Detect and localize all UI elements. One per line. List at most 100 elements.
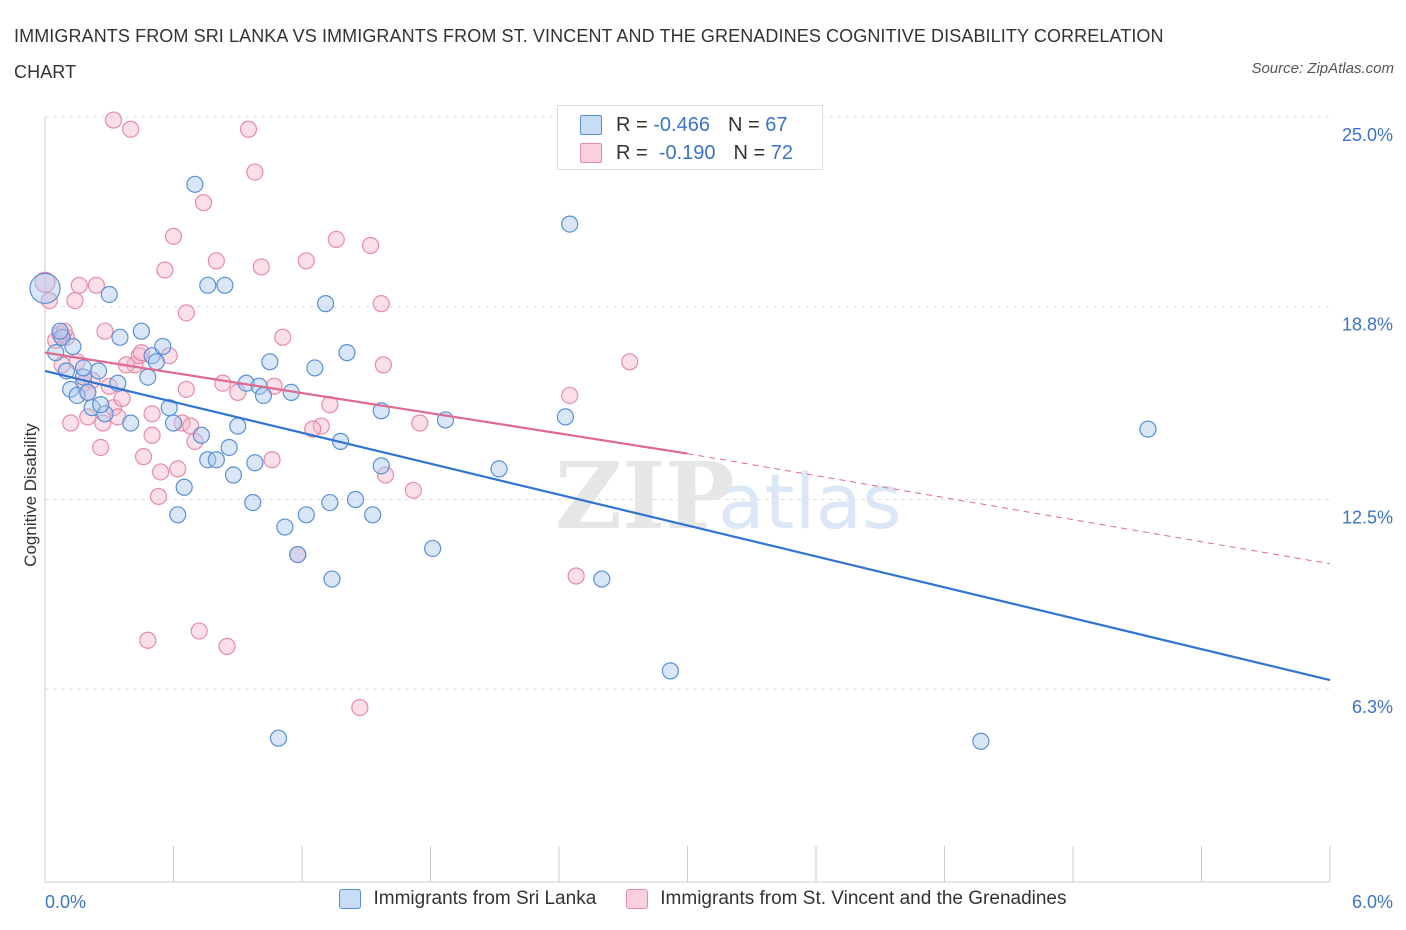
st-vincent-point	[92, 438, 110, 457]
sri-lanka-point	[593, 570, 611, 588]
gridlines	[45, 116, 1330, 690]
st-vincent-point	[327, 230, 345, 248]
st-vincent-point	[190, 622, 208, 640]
st-vincent-point	[218, 637, 236, 655]
source-label: Source: ZipAtlas.com	[1251, 60, 1394, 77]
st-vincent-point	[130, 347, 148, 365]
sri-lanka-point	[96, 405, 114, 423]
sri-lanka-point	[51, 322, 69, 340]
st-vincent-point	[561, 386, 579, 405]
st-vincent-point	[143, 405, 161, 423]
sri-lanka-point	[160, 399, 178, 417]
sri-lanka-point	[276, 518, 294, 536]
sri-lanka-point	[154, 337, 172, 356]
x-tick-label: 6.0%	[1352, 892, 1393, 912]
st-vincent-point	[214, 374, 232, 392]
sri-lanka-point	[132, 322, 150, 340]
st-vincent-point	[246, 163, 264, 181]
st-vincent-point	[87, 276, 106, 294]
sri-lanka-point	[306, 359, 324, 377]
legend-row-pink: R = -0.190 N = 72	[580, 141, 793, 165]
blue-series-points	[29, 175, 1157, 750]
sri-lanka-point	[254, 386, 273, 405]
st-vincent-point	[149, 487, 168, 506]
sri-lanka-point	[321, 493, 339, 512]
legend-item-sri-lanka: Immigrants from Sri Lanka	[339, 888, 596, 910]
sri-lanka-point	[338, 344, 356, 362]
st-vincent-point	[177, 304, 195, 322]
sri-lanka-point	[64, 337, 82, 356]
sri-lanka-point	[122, 414, 140, 432]
y-axis-label: Cognitive Disability	[21, 423, 40, 567]
st-vincent-point	[96, 322, 114, 340]
st-vincent-point	[239, 120, 258, 138]
st-vincent-point	[104, 399, 123, 417]
sri-lanka-point	[661, 662, 679, 680]
sri-lanka-point	[68, 386, 86, 405]
st-vincent-trend-line	[44, 351, 688, 455]
st-vincent-point	[274, 328, 292, 346]
st-vincent-point	[177, 380, 195, 398]
st-vincent-point	[372, 295, 390, 313]
st-vincent-point	[139, 631, 157, 649]
sri-lanka-point	[147, 353, 165, 371]
sri-lanka-point	[246, 454, 264, 472]
legend-r-label: R =	[616, 141, 654, 164]
y-tick-labels: 6.3% 12.5% 18.8% 25.0%	[1342, 125, 1393, 717]
sri-lanka-point	[424, 539, 442, 558]
chart-title: IMMIGRANTS FROM SRI LANKA VS IMMIGRANTS …	[14, 26, 1164, 82]
y-tick-label: 25.0%	[1342, 125, 1393, 145]
st-vincent-point	[132, 344, 150, 362]
sri-lanka-point	[297, 506, 315, 524]
st-vincent-point	[411, 414, 429, 432]
st-vincent-point	[34, 271, 56, 293]
sri-lanka-point	[346, 490, 365, 509]
legend-r-value: -0.466	[653, 113, 710, 136]
st-vincent-point	[66, 292, 84, 310]
legend-label-st-vincent: Immigrants from St. Vincent and the Gren…	[660, 888, 1067, 909]
legend-item-st-vincent: Immigrants from St. Vincent and the Gren…	[626, 888, 1067, 910]
legend-r-label: R =	[616, 113, 654, 136]
st-vincent-point	[207, 252, 225, 270]
st-vincent-point	[70, 276, 88, 294]
sri-lanka-point	[561, 215, 579, 233]
st-vincent-point	[186, 432, 204, 450]
legend-n-label: N =	[727, 113, 766, 136]
st-vincent-point	[194, 194, 213, 212]
st-vincent-point	[122, 120, 140, 138]
sri-lanka-point	[244, 493, 262, 512]
sri-lanka-point	[186, 175, 204, 193]
pink-series-points	[34, 111, 639, 717]
series-legend: Immigrants from Sri Lanka Immigrants fro…	[0, 888, 1406, 910]
st-vincent-point	[156, 261, 174, 279]
st-vincent-point	[404, 481, 422, 499]
x-tick-labels: 0.0% 6.0%	[45, 892, 1393, 912]
st-vincent-point	[104, 111, 123, 129]
y-tick-label: 6.3%	[1352, 697, 1393, 717]
sri-lanka-trend-line	[44, 369, 1331, 682]
sri-lanka-point	[556, 408, 575, 426]
sri-lanka-point	[74, 359, 93, 377]
legend-swatch-pink	[580, 143, 602, 163]
st-vincent-point	[621, 353, 639, 371]
legend-swatch-blue	[580, 115, 602, 135]
legend-row-blue: R = -0.466 N = 67	[580, 113, 787, 137]
st-vincent-point	[351, 698, 369, 717]
legend-r-value: -0.190	[653, 141, 716, 164]
y-tick-label: 18.8%	[1342, 315, 1393, 335]
legend-n-value: 72	[770, 141, 794, 164]
sri-lanka-point	[62, 380, 80, 398]
st-vincent-point	[304, 420, 322, 438]
sri-lanka-point	[139, 368, 157, 386]
st-vincent-point	[252, 258, 270, 276]
sri-lanka-point	[289, 545, 307, 564]
x-tick-label: 0.0%	[45, 892, 86, 912]
sri-lanka-point	[323, 570, 341, 588]
sri-lanka-point	[490, 460, 508, 478]
st-vincent-point	[40, 292, 58, 310]
trend-lines	[44, 351, 1331, 682]
st-vincent-point	[134, 448, 153, 466]
st-vincent-point	[297, 252, 315, 270]
watermark-zip: ZIP	[555, 442, 734, 550]
